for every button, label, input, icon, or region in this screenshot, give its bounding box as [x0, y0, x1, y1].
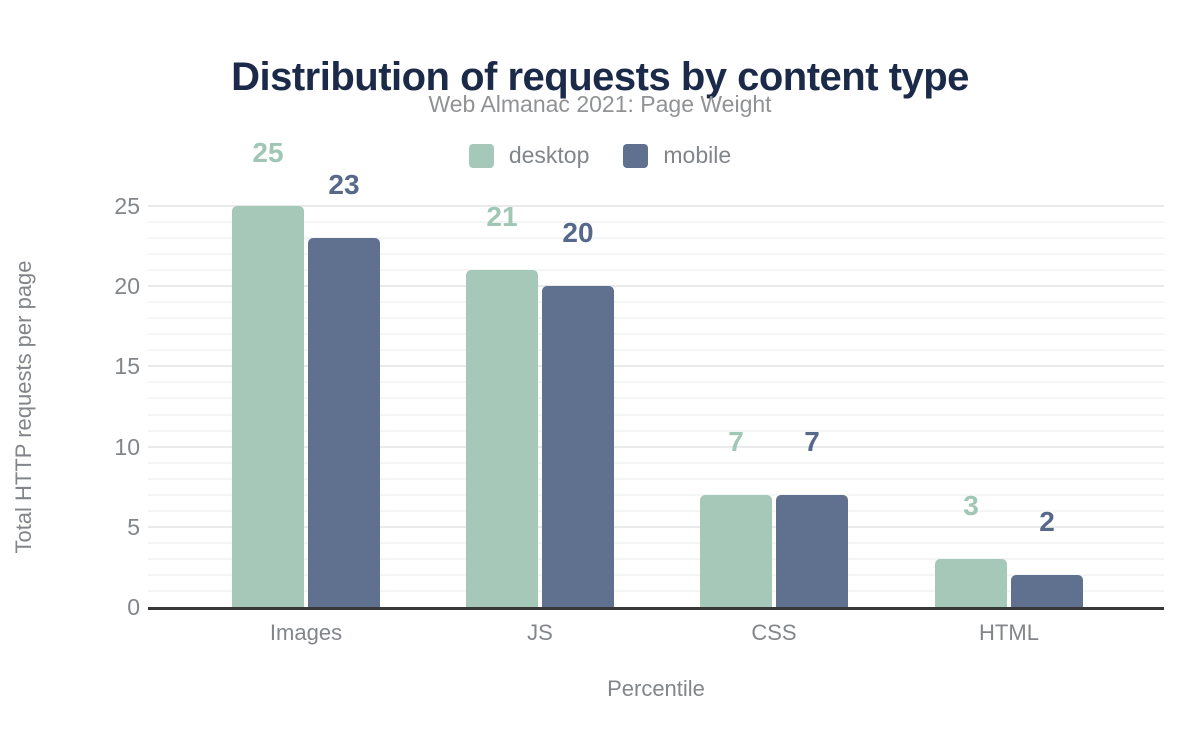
gridline-minor [148, 397, 1164, 400]
y-axis-title: Total HTTP requests per page [11, 260, 36, 554]
desktop-value-label: 3 [963, 489, 979, 521]
gridline-minor [148, 493, 1164, 496]
gridline-minor [148, 237, 1164, 240]
gridline-major [148, 205, 1164, 207]
mobile-value-label: 23 [328, 169, 360, 201]
gridline-minor [148, 221, 1164, 224]
legend-item-mobile: mobile [623, 142, 731, 169]
gridline-minor [148, 557, 1164, 560]
gridline-major [148, 525, 1164, 528]
mobile-bar-html [1011, 574, 1083, 607]
gridline-minor [148, 509, 1164, 512]
y-tick-label: 0 [127, 594, 140, 620]
gridline-minor [148, 589, 1164, 592]
desktop-value-label: 21 [486, 201, 518, 233]
desktop-swatch-icon [468, 143, 494, 168]
mobile-swatch-icon [623, 143, 649, 168]
desktop-bar-css [700, 494, 772, 607]
legend: desktop mobile [0, 142, 1200, 169]
x-axis-title: Percentile [607, 676, 705, 701]
gridline-minor [148, 413, 1164, 416]
y-tick-label: 20 [114, 273, 140, 300]
gridline-minor [148, 253, 1164, 256]
mobile-bar-images [308, 238, 380, 607]
chart-title: Distribution of requests by content type [231, 54, 969, 99]
chart-subtitle: Web Almanac 2021: Page Weight [428, 91, 772, 117]
x-tick-label: HTML [979, 620, 1039, 645]
y-tick-label: 5 [127, 513, 140, 540]
desktop-bar-images [232, 206, 304, 607]
x-tick-label: CSS [751, 620, 797, 645]
y-tick-label: 15 [114, 353, 140, 380]
gridline-minor [148, 381, 1164, 384]
mobile-bar-js [542, 286, 614, 607]
gridline-minor [148, 429, 1164, 432]
desktop-value-label: 25 [252, 137, 284, 168]
gridline-minor [148, 461, 1164, 464]
gridline-major [148, 285, 1164, 288]
gridline-minor [148, 541, 1164, 544]
gridline-minor [148, 333, 1164, 336]
mobile-value-label: 20 [562, 217, 594, 249]
gridline-minor [148, 573, 1164, 576]
mobile-bar-css [776, 494, 848, 607]
gridline-minor [148, 317, 1164, 320]
gridline-minor [148, 301, 1164, 304]
x-tick-label: JS [527, 620, 553, 645]
x-tick-label: Images [269, 620, 343, 645]
legend-label-desktop: desktop [508, 142, 590, 168]
legend-label-mobile: mobile [663, 142, 732, 168]
gridline-major [148, 365, 1164, 368]
legend-item-desktop: desktop [468, 142, 590, 169]
gridline-minor [148, 269, 1164, 272]
y-tick-label: 10 [114, 433, 140, 460]
gridline-minor [148, 477, 1164, 480]
gridline-minor [148, 349, 1164, 352]
desktop-value-label: 7 [728, 425, 744, 457]
desktop-bar-js [466, 270, 538, 607]
x-axis-line [148, 607, 1164, 610]
mobile-value-label: 7 [804, 425, 820, 457]
desktop-bar-html [935, 558, 1007, 607]
gridline-major [148, 445, 1164, 448]
mobile-value-label: 2 [1039, 505, 1055, 537]
y-tick-label: 25 [114, 193, 140, 219]
